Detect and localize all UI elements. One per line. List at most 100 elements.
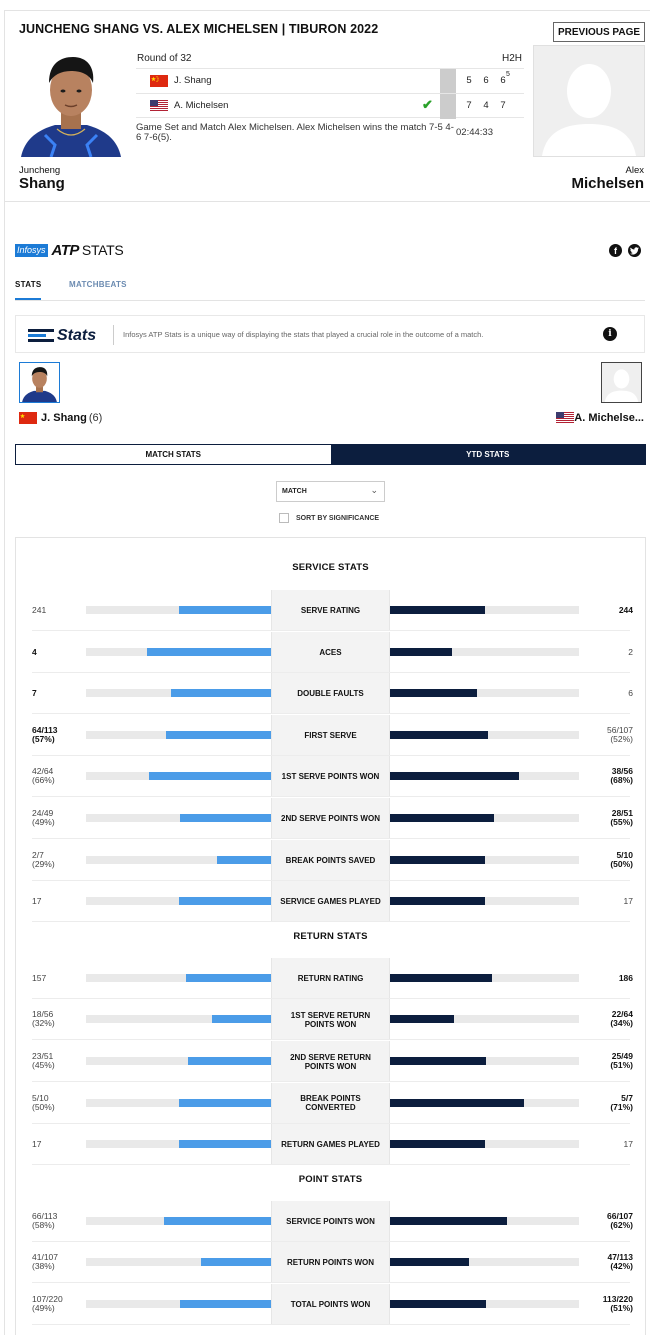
stats-period-select[interactable]: MATCH ⌄ [276,481,385,502]
player-photo-right[interactable] [533,45,645,157]
twitter-icon[interactable] [628,244,641,257]
stat-bar-track-left [86,1098,271,1107]
select-value: MATCH [282,488,307,495]
stat-value-right-main: 22/64 [611,1009,633,1020]
player-photo-left[interactable] [15,45,127,157]
stat-value-right: 47/113 (42%) [607,1253,633,1271]
ytd-stats-button[interactable]: YTD STATS [330,445,645,464]
stat-value-left-pct: (38%) [32,1261,55,1272]
row-divider [32,1039,630,1041]
stat-value-left-pct: (32%) [32,1018,55,1029]
previous-page-button[interactable]: PREVIOUS PAGE [553,22,645,42]
stat-bar-right [390,730,489,739]
row-divider [32,879,630,881]
stat-bar-left [211,1015,271,1024]
stat-value-right-main: 38/56 [611,766,633,777]
stat-value-left-main: 4 [32,646,37,657]
row-divider [32,671,630,673]
row-divider [32,838,630,839]
h2h-link[interactable]: H2H [502,53,523,64]
match-result-text: Game Set and Match Alex Michelsen. Alex … [136,122,454,143]
stat-bar-left [200,1258,271,1267]
stat-bar-track-left [86,973,271,982]
stat-bar-right [390,689,477,698]
stat-bar-track-left [86,730,271,739]
serve-indicator [440,94,456,119]
row-divider [32,1081,630,1082]
stat-value-right-pct: (52%) [610,733,633,744]
infosys-logo: Infosys [15,243,48,257]
stat-value-right: 38/56 (68%) [610,767,633,785]
info-icon[interactable]: i [603,327,617,341]
tab-stats[interactable]: STATS [15,280,42,289]
stat-value-right-main: 47/113 [607,1252,633,1263]
player-last-name-right[interactable]: Michelsen [571,175,644,192]
stat-label: 2ND SERVE RETURN POINTS WON [271,1041,390,1082]
row-divider [32,630,630,631]
stat-label: 2ND SERVE POINTS WON [271,798,390,839]
stat-bar-left [187,1057,271,1065]
player-thumb-right[interactable] [601,362,642,403]
stat-bar-track-right [390,1057,579,1065]
row-divider [32,796,630,798]
stat-label: BREAK POINTS SAVED [271,839,390,881]
stat-bar-track-right [390,973,579,982]
stat-value-right-main: 17 [623,896,633,907]
stat-value-right-main: 2 [628,646,633,657]
player-short-name-left[interactable]: J. Shang [41,412,87,424]
match-duration: 02:44:33 [456,127,493,138]
stat-bar-track-right [390,1140,579,1149]
player-thumb-left[interactable] [19,362,60,403]
stat-value-left-pct: (49%) [32,817,55,827]
row-divider [32,1282,630,1284]
score-player-name[interactable]: A. Michelsen [174,100,229,111]
stat-value-right: 66/107 (62%) [607,1211,633,1230]
stat-row: 24/49 (49%) 2ND SERVE POINTS WON 28/51 (55%) [16,798,647,839]
stat-value-right: 113/220 (51%) [603,1295,633,1313]
stat-value-right-main: 56/107 [607,724,633,735]
stat-value-right-main: 5/7 [621,1092,633,1103]
stat-value-right-pct: (51%) [610,1060,633,1070]
stats-wordmark: STATS [81,242,124,258]
row-divider [32,754,630,756]
player-last-name-left[interactable]: Shang [19,175,65,192]
stat-value-left-pct: (58%) [32,1219,55,1230]
stat-value-right-main: 244 [618,605,633,615]
stat-bar-track-left [86,1057,271,1065]
stat-value-left-main: 5/10 [32,1092,49,1103]
stats-logo-text: Stats [57,327,97,344]
stat-value-left-pct: (66%) [32,775,55,786]
stat-value-left-main: 241 [32,605,47,615]
stat-bar-right [390,1057,487,1065]
stat-bar-right [390,1258,470,1267]
winner-check-icon: ✔ [422,97,433,112]
tiebreak-score: 5 [506,71,510,78]
sort-significance-checkbox[interactable] [279,513,289,523]
atp-logo: ATP [51,241,80,259]
set-score: 7 [466,100,472,111]
stat-bar-track-left [86,772,271,781]
stats-logo: Stats [28,327,96,345]
stat-row: 64/113 (57%) FIRST SERVE 56/107 (52%) [16,714,647,756]
score-player-name[interactable]: J. Shang [174,75,212,86]
stat-bar-track-left [86,855,271,864]
stat-value-left: 42/64 (66%) [32,767,55,785]
stat-bar-track-right [390,606,579,614]
player-short-name-right[interactable]: A. Michelse... [574,412,644,424]
sort-significance-label[interactable]: SORT BY SIGNIFICANCE [296,515,380,522]
stat-row: 157 RETURN RATING 186 [16,957,647,999]
usa-flag-icon [150,100,168,112]
stat-row: 41/107 (38%) RETURN POINTS WON 47/113 (42%) [16,1242,647,1284]
facebook-icon[interactable]: f [609,244,622,257]
score-row-right: A. Michelsen ✔ 7 4 7 [136,93,524,119]
stat-bar-left [178,1098,271,1107]
serve-indicator [440,69,456,94]
stat-value-right: 2 [628,646,633,657]
scoreboard: J. Shang 5 6 6 5 A. Michelsen ✔ 7 4 7 [136,68,524,119]
tab-matchbeats[interactable]: MATCHBEATS [69,280,127,289]
stat-label: SERVICE POINTS WON [271,1200,390,1242]
infosys-atp-stats-logo: Infosys ATP STATS [15,241,124,259]
match-stats-button[interactable]: MATCH STATS [16,445,331,464]
stat-bar-right [390,1300,487,1308]
row-divider [32,1324,630,1325]
